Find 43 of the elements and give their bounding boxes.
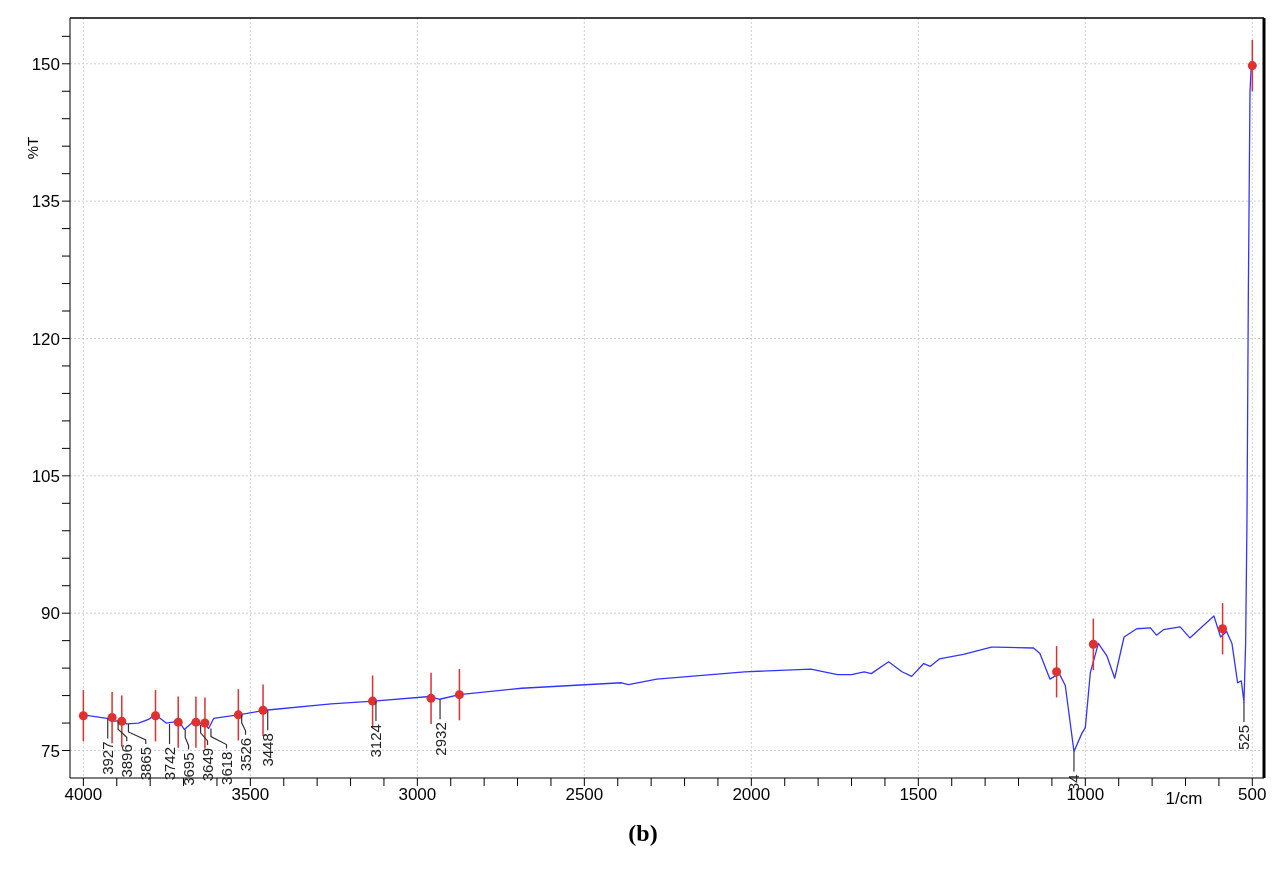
x-tick-label: 3500 (231, 785, 270, 805)
point (117, 716, 127, 726)
point (173, 717, 183, 727)
x-tick-label: 2500 (565, 785, 604, 805)
annotation: 3896 (118, 744, 136, 778)
x-tick-label: 500 (1238, 785, 1267, 805)
point (1218, 624, 1228, 634)
point (1247, 61, 1257, 71)
text: (b) (627, 820, 659, 847)
x-axis-title: 1/cm (1165, 789, 1203, 808)
y-tick-label: 90 (41, 604, 60, 624)
y-tick-label: 105 (31, 466, 60, 486)
point (1088, 639, 1098, 649)
annotation: 3865 (137, 746, 155, 781)
annotation: 3448 (259, 733, 277, 767)
y-axis-title: %T (24, 136, 41, 160)
annotation: 3927 (99, 741, 117, 775)
x-tick-label: 3000 (398, 785, 437, 805)
point (150, 711, 161, 721)
point (191, 717, 201, 727)
annotation: 3695 (180, 752, 198, 786)
x-tick-label: 2000 (732, 785, 771, 805)
y-tick-label: 150 (31, 54, 60, 74)
point (258, 705, 268, 715)
point (107, 713, 117, 723)
annotation: 3124 (367, 724, 385, 758)
x-tick-label: 1500 (899, 785, 938, 805)
y-tick-label: 120 (31, 329, 60, 349)
x-tick-label: 4000 (64, 785, 103, 805)
y-tick-label: 75 (41, 741, 60, 761)
point (200, 718, 210, 728)
annotation: 3526 (237, 737, 255, 772)
annotation: 2932 (431, 722, 449, 756)
point (233, 710, 243, 720)
annotation: 3649 (199, 747, 217, 782)
annotation: 525 (1235, 725, 1253, 751)
annotation: 3742 (161, 746, 179, 781)
point (426, 693, 436, 703)
point (454, 690, 464, 700)
annotation: 3618 (218, 751, 236, 785)
point (78, 711, 88, 721)
point (1052, 667, 1062, 677)
y-tick-label: 135 (31, 192, 60, 212)
